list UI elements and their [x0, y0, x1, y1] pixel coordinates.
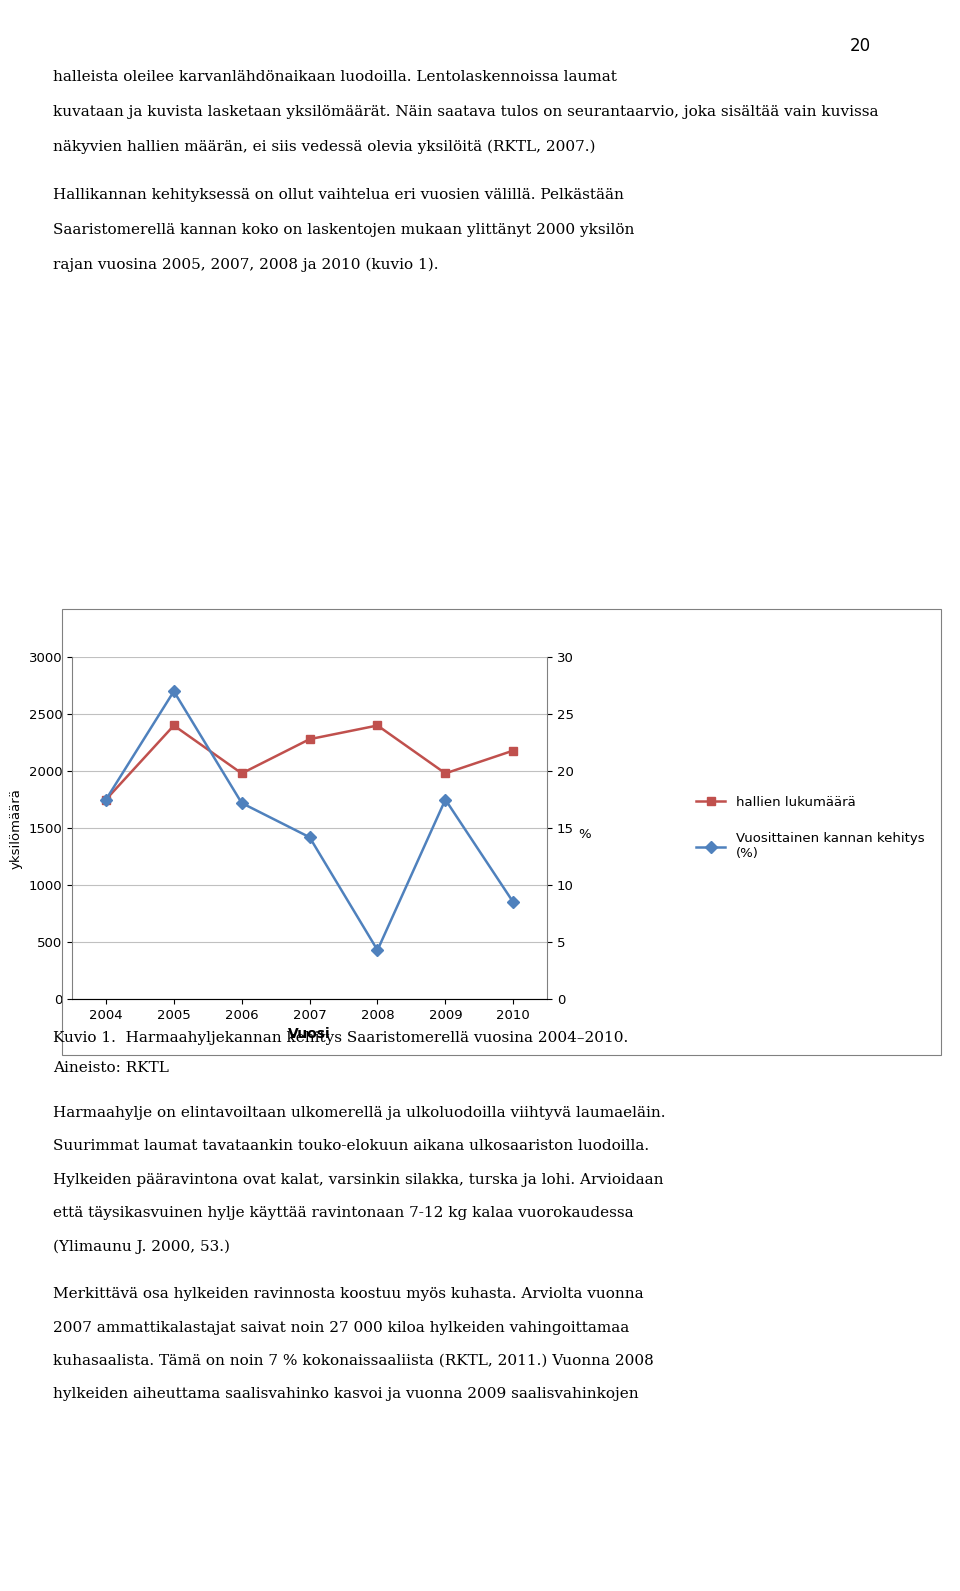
Text: Suurimmat laumat tavataankin touko-elokuun aikana ulkosaariston luodoilla.: Suurimmat laumat tavataankin touko-eloku…	[53, 1139, 649, 1153]
Vuosittainen kannan kehitys
(%)	[236, 794, 248, 813]
Line: Vuosittainen kannan kehitys
(%): Vuosittainen kannan kehitys (%)	[102, 687, 517, 955]
hallien lukumäärä	[440, 764, 451, 783]
Text: Aineisto: RKTL: Aineisto: RKTL	[53, 1061, 169, 1076]
Vuosittainen kannan kehitys
(%)	[100, 791, 111, 810]
hallien lukumäärä	[100, 791, 111, 810]
Vuosittainen kannan kehitys
(%)	[372, 940, 383, 959]
Y-axis label: %: %	[579, 829, 591, 842]
Text: halleista oleilee karvanlähdönaikaan luodoilla. Lentolaskennoissa laumat: halleista oleilee karvanlähdönaikaan luo…	[53, 70, 616, 84]
Text: Merkittävä osa hylkeiden ravinnosta koostuu myös kuhasta. Arviolta vuonna: Merkittävä osa hylkeiden ravinnosta koos…	[53, 1287, 643, 1301]
Vuosittainen kannan kehitys
(%)	[303, 827, 315, 846]
Text: rajan vuosina 2005, 2007, 2008 ja 2010 (kuvio 1).: rajan vuosina 2005, 2007, 2008 ja 2010 (…	[53, 258, 439, 272]
Text: Harmaahylje on elintavoiltaan ulkomerellä ja ulkoluodoilla viihtyvä laumaeläin.: Harmaahylje on elintavoiltaan ulkomerell…	[53, 1106, 665, 1120]
Text: Saaristomerellä kannan koko on laskentojen mukaan ylittänyt 2000 yksilön: Saaristomerellä kannan koko on laskentoj…	[53, 223, 635, 237]
hallien lukumäärä	[372, 716, 383, 735]
Vuosittainen kannan kehitys
(%)	[508, 893, 519, 912]
Text: Hallikannan kehityksessä on ollut vaihtelua eri vuosien välillä. Pelkästään: Hallikannan kehityksessä on ollut vaihte…	[53, 188, 624, 202]
hallien lukumäärä	[508, 741, 519, 760]
Text: (Ylimaunu J. 2000, 53.): (Ylimaunu J. 2000, 53.)	[53, 1239, 229, 1254]
Legend: hallien lukumäärä, Vuosittainen kannan kehitys
(%): hallien lukumäärä, Vuosittainen kannan k…	[696, 796, 924, 861]
Vuosittainen kannan kehitys
(%)	[440, 791, 451, 810]
Text: hylkeiden aiheuttama saalisvahinko kasvoi ja vuonna 2009 saalisvahinkojen: hylkeiden aiheuttama saalisvahinko kasvo…	[53, 1387, 638, 1402]
Text: näkyvien hallien määrän, ei siis vedessä olevia yksilöitä (RKTL, 2007.): näkyvien hallien määrän, ei siis vedessä…	[53, 140, 595, 154]
Text: kuhasaalista. Tämä on noin 7 % kokonaissaaliista (RKTL, 2011.) Vuonna 2008: kuhasaalista. Tämä on noin 7 % kokonaiss…	[53, 1354, 654, 1368]
Text: kuvataan ja kuvista lasketaan yksilömäärät. Näin saatava tulos on seurantaarvio,: kuvataan ja kuvista lasketaan yksilömäär…	[53, 105, 878, 119]
Text: 2007 ammattikalastajat saivat noin 27 000 kiloa hylkeiden vahingoittamaa: 2007 ammattikalastajat saivat noin 27 00…	[53, 1321, 629, 1335]
Line: hallien lukumäärä: hallien lukumäärä	[102, 721, 517, 803]
Text: Hylkeiden pääravintona ovat kalat, varsinkin silakka, turska ja lohi. Arvioidaan: Hylkeiden pääravintona ovat kalat, varsi…	[53, 1173, 663, 1187]
hallien lukumäärä	[168, 716, 180, 735]
Y-axis label: yksilömäärä: yksilömäärä	[10, 788, 23, 869]
Vuosittainen kannan kehitys
(%)	[168, 681, 180, 700]
Text: että täysikasvuinen hylje käyttää ravintonaan 7-12 kg kalaa vuorokaudessa: että täysikasvuinen hylje käyttää ravint…	[53, 1206, 634, 1220]
X-axis label: Vuosi: Vuosi	[288, 1028, 331, 1042]
Text: Kuvio 1.  Harmaahyljekannan kehitys Saaristomerellä vuosina 2004–2010.: Kuvio 1. Harmaahyljekannan kehitys Saari…	[53, 1031, 628, 1045]
Text: 20: 20	[850, 37, 871, 54]
hallien lukumäärä	[236, 764, 248, 783]
hallien lukumäärä	[303, 730, 315, 749]
